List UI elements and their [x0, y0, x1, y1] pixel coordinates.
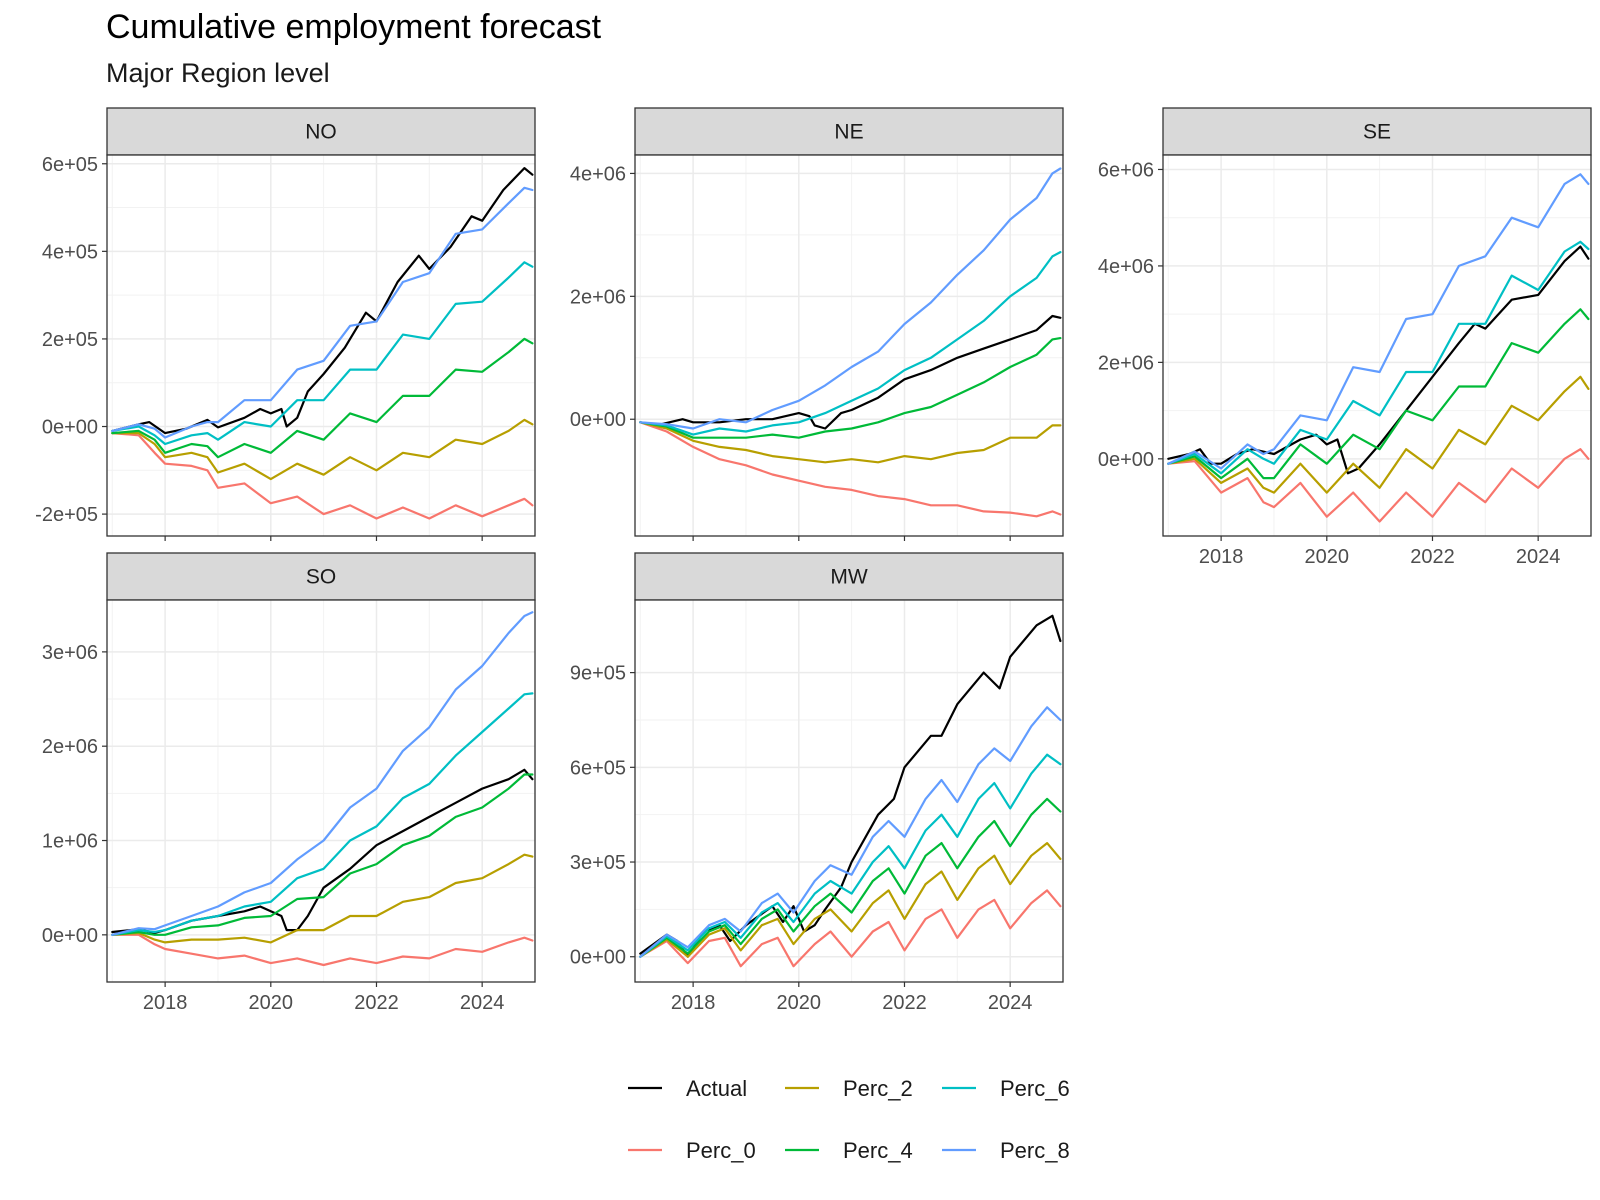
series-line-perc_2	[111, 853, 534, 944]
legend-label: Perc_4	[843, 1138, 913, 1163]
y-tick-label: 2e+06	[1098, 352, 1154, 374]
series-line-perc_0	[639, 889, 1062, 968]
series-line-actual	[639, 314, 1062, 430]
y-tick-label: 2e+05	[42, 329, 98, 351]
facet-strip	[106, 552, 536, 601]
x-tick-label: 2024	[460, 992, 505, 1014]
series-line-perc_6	[639, 251, 1062, 436]
series-line-perc_4	[111, 337, 534, 459]
legend-label: Perc_6	[1000, 1076, 1070, 1101]
facet-strip-label: SE	[1363, 121, 1391, 144]
chart-subtitle: Major Region level	[106, 58, 330, 88]
y-tick-label: 1e+06	[42, 831, 98, 853]
legend-item-actual: Actual	[628, 1076, 747, 1101]
legend-item-perc_8: Perc_8	[942, 1138, 1070, 1163]
panel-mw: MW 0e+00 3e+05 6e+05 9e+05 2018 2020 2022 2024	[570, 552, 1064, 1014]
y-tick-label: 6e+05	[570, 757, 626, 779]
y-tick-label: 3e+05	[570, 852, 626, 874]
x-tick-label: 2020	[249, 992, 294, 1014]
panel-se: SE 0e+00 2e+06 4e+06 6e+06 2018 2020 2022 2024	[1098, 107, 1592, 568]
facet-strip-label: MW	[830, 566, 867, 589]
legend: Actual Perc_2 Perc_6 Perc_0 Perc_4 Perc_8	[628, 1076, 1070, 1163]
series-line-perc_8	[1167, 173, 1590, 470]
plot-panel-border	[1162, 154, 1592, 537]
plot-panel-border	[106, 154, 536, 537]
x-tick-label: 2018	[1199, 546, 1244, 568]
x-tick-label: 2018	[671, 992, 716, 1014]
panel-no: NO -2e+05 0e+00 2e+05 4e+05 6e+05	[35, 107, 536, 541]
series-line-perc_0	[111, 933, 534, 967]
series-line-perc_8	[639, 167, 1062, 430]
y-tick-label: 0e+00	[1098, 449, 1154, 471]
legend-label: Perc_2	[843, 1076, 913, 1101]
y-tick-label: 0e+00	[42, 417, 98, 439]
legend-item-perc_6: Perc_6	[942, 1076, 1070, 1101]
facet-strip-label: SO	[306, 566, 336, 589]
x-tick-label: 2020	[1305, 546, 1350, 568]
legend-label: Perc_8	[1000, 1138, 1070, 1163]
series-line-perc_0	[1167, 448, 1590, 523]
panel-ne: NE 0e+00 2e+06 4e+06	[570, 107, 1064, 541]
x-tick-label: 2022	[1410, 546, 1455, 568]
x-tick-label: 2022	[882, 992, 927, 1014]
series-line-perc_2	[639, 421, 1062, 464]
legend-label: Perc_0	[686, 1138, 756, 1163]
legend-item-perc_4: Perc_4	[785, 1138, 913, 1163]
plot-panel	[107, 600, 535, 982]
y-tick-label: 0e+00	[570, 409, 626, 431]
facet-strip	[634, 107, 1064, 156]
y-tick-label: 0e+00	[42, 925, 98, 947]
x-tick-label: 2024	[1516, 546, 1561, 568]
chart-title: Cumulative employment forecast	[106, 8, 602, 46]
y-tick-label: 6e+06	[1098, 159, 1154, 181]
series-line-perc_2	[111, 418, 534, 481]
y-tick-label: 3e+06	[42, 642, 98, 664]
legend-item-perc_2: Perc_2	[785, 1076, 913, 1101]
y-tick-label: -2e+05	[35, 504, 98, 526]
facet-strip-label: NE	[834, 121, 863, 144]
series-line-perc_0	[111, 432, 534, 520]
plot-panel	[635, 600, 1063, 982]
x-tick-label: 2022	[354, 992, 399, 1014]
y-tick-label: 9e+05	[570, 663, 626, 685]
legend-item-perc_0: Perc_0	[628, 1138, 756, 1163]
y-tick-label: 2e+06	[42, 736, 98, 758]
series-line-perc_4	[111, 773, 534, 936]
series-line-perc_8	[639, 706, 1062, 958]
plot-panel-border	[106, 599, 536, 983]
series-line-perc_6	[111, 261, 534, 446]
facet-strip	[1162, 107, 1592, 156]
series-line-perc_6	[1167, 240, 1590, 475]
series-line-perc_6	[639, 753, 1062, 958]
facet-strip-label: NO	[305, 121, 337, 144]
plot-panel-border	[634, 599, 1064, 983]
series-line-perc_2	[1167, 375, 1590, 494]
plot-panel	[107, 155, 535, 536]
y-tick-label: 2e+06	[570, 286, 626, 308]
series-line-perc_4	[1167, 308, 1590, 480]
y-tick-label: 6e+05	[42, 154, 98, 176]
series-line-perc_4	[639, 337, 1062, 439]
series-line-perc_2	[639, 842, 1062, 958]
facet-strip	[634, 552, 1064, 601]
series-line-perc_6	[111, 692, 534, 936]
series-line-perc_8	[111, 186, 534, 439]
y-tick-label: 4e+06	[570, 163, 626, 185]
plot-panel	[635, 155, 1063, 536]
x-tick-label: 2024	[988, 992, 1033, 1014]
series-line-perc_0	[639, 421, 1062, 518]
y-tick-label: 0e+00	[570, 947, 626, 969]
series-line-perc_8	[111, 611, 534, 936]
panel-so: SO 0e+00 1e+06 2e+06 3e+06 2018 2020 2022 2024	[42, 552, 536, 1014]
series-line-actual	[1167, 245, 1590, 475]
series-line-perc_4	[639, 797, 1062, 958]
y-tick-label: 4e+06	[1098, 256, 1154, 278]
y-tick-label: 4e+05	[42, 241, 98, 263]
x-tick-label: 2020	[777, 992, 822, 1014]
x-tick-label: 2018	[143, 992, 188, 1014]
plot-panel-border	[634, 154, 1064, 537]
legend-label: Actual	[686, 1076, 747, 1101]
